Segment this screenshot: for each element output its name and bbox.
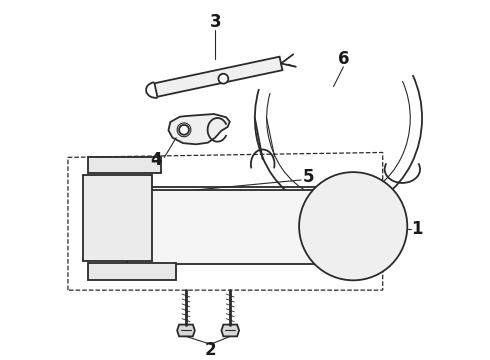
- Polygon shape: [221, 325, 239, 336]
- Circle shape: [308, 198, 317, 207]
- Bar: [83, 175, 151, 261]
- Circle shape: [155, 215, 163, 222]
- Text: 1: 1: [412, 220, 423, 238]
- Circle shape: [390, 246, 399, 255]
- Circle shape: [167, 191, 175, 199]
- Text: 4: 4: [150, 151, 162, 169]
- Polygon shape: [169, 114, 230, 144]
- Circle shape: [349, 174, 358, 183]
- Text: 2: 2: [205, 341, 217, 359]
- Circle shape: [127, 188, 137, 198]
- Polygon shape: [88, 157, 161, 173]
- Circle shape: [342, 214, 365, 238]
- Polygon shape: [88, 262, 176, 280]
- Circle shape: [334, 207, 372, 245]
- Circle shape: [349, 269, 358, 278]
- Text: 6: 6: [338, 50, 349, 68]
- Polygon shape: [177, 325, 195, 336]
- Circle shape: [390, 198, 399, 207]
- Circle shape: [311, 184, 395, 269]
- Circle shape: [127, 238, 137, 248]
- Circle shape: [299, 172, 407, 280]
- Circle shape: [127, 204, 137, 215]
- Text: 3: 3: [210, 13, 221, 31]
- Circle shape: [123, 266, 135, 277]
- Polygon shape: [154, 57, 282, 97]
- Text: 5: 5: [303, 168, 315, 186]
- Circle shape: [127, 221, 137, 231]
- Circle shape: [160, 203, 168, 211]
- Circle shape: [322, 195, 385, 258]
- Circle shape: [155, 191, 163, 199]
- Bar: [127, 190, 343, 264]
- Circle shape: [179, 125, 189, 135]
- Circle shape: [219, 74, 228, 84]
- Circle shape: [116, 159, 128, 171]
- Circle shape: [308, 246, 317, 255]
